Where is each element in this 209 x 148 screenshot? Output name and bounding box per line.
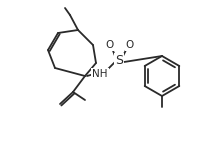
Text: O: O: [105, 40, 113, 50]
Text: O: O: [126, 40, 134, 50]
Text: NH: NH: [92, 69, 108, 79]
Text: S: S: [115, 53, 123, 66]
